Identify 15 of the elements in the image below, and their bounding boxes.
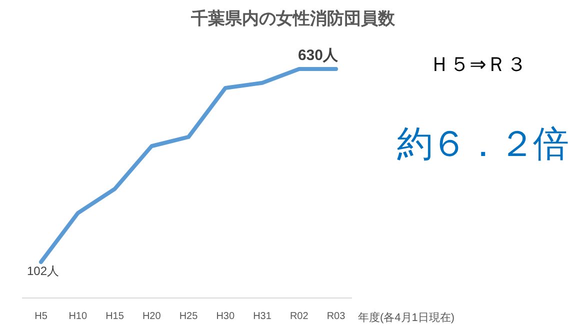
text: Ｈ５⇒Ｒ３ xyxy=(430,54,526,76)
x-tick-label: R02 xyxy=(290,311,309,322)
x-tick-label: H5 xyxy=(34,311,48,322)
x-tick-label: R03 xyxy=(326,311,346,322)
text: 約６．２倍 xyxy=(397,123,568,164)
x-tick-label: H31 xyxy=(253,311,272,322)
data-label: 630人 xyxy=(298,47,339,64)
x-tick-label: H30 xyxy=(216,311,235,322)
x-tick-label: H10 xyxy=(68,311,88,322)
x-tick-label: H15 xyxy=(106,311,124,322)
chart-title: 千葉県内の女性消防団員数 xyxy=(190,9,396,28)
x-tick-label: H20 xyxy=(142,311,162,322)
x-tick-label: H25 xyxy=(179,311,198,322)
x-axis-title: 年度(各4月1日現在) xyxy=(358,311,455,324)
data-label: 102人 xyxy=(26,264,60,278)
